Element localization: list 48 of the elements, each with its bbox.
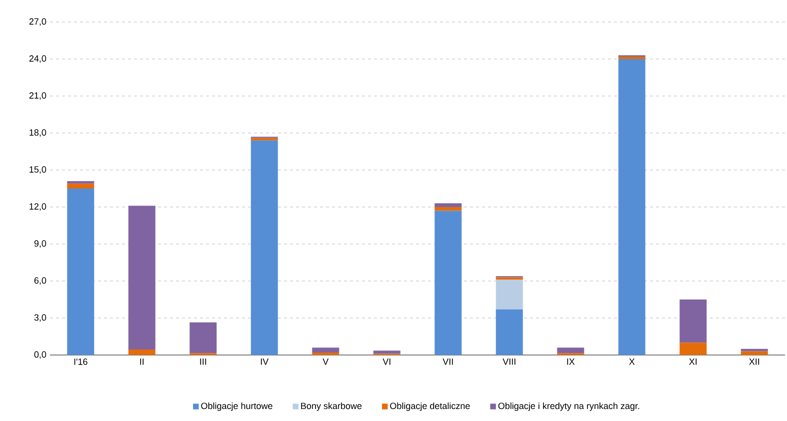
y-tick-label: 6,0 — [34, 277, 46, 285]
y-tick-label: 21,0 — [29, 92, 46, 100]
y-tick-label: 3,0 — [34, 314, 46, 322]
bar — [740, 351, 768, 355]
bar — [434, 203, 462, 207]
bar — [434, 210, 462, 355]
y-tick-label: 0,0 — [34, 351, 46, 359]
x-tick-label: XII — [749, 358, 760, 365]
x-tick-label: III — [200, 358, 206, 365]
legend-label: Obligacje detaliczne — [390, 402, 470, 411]
bar — [373, 350, 400, 354]
x-tick-label: X — [629, 358, 635, 365]
bar — [618, 59, 646, 355]
x-tick-label: VIII — [502, 358, 516, 365]
bar — [434, 207, 462, 211]
bar — [67, 188, 94, 355]
x-tick-label: XI — [689, 358, 697, 365]
bar — [128, 349, 156, 355]
bar — [250, 138, 278, 140]
bar — [496, 277, 523, 280]
y-tick-label: 15,0 — [30, 166, 46, 174]
x-tick-label: VII — [442, 358, 453, 365]
bar — [312, 348, 340, 353]
bar — [190, 322, 217, 354]
y-tick-label: 12,0 — [30, 203, 46, 211]
y-tick-label: 9,0 — [34, 240, 46, 248]
bar — [557, 348, 584, 354]
legend-label: Obligacje i kredyty na rynkach zagr. — [498, 402, 640, 411]
x-tick-label: IX — [567, 358, 575, 365]
bar — [128, 206, 156, 350]
x-tick-label: VI — [382, 358, 390, 365]
y-tick-label: 24,0 — [29, 55, 46, 63]
bar — [680, 300, 707, 343]
bar — [680, 342, 707, 355]
bar — [67, 184, 94, 188]
bar — [740, 348, 768, 352]
legend-label: Bony skarbowe — [301, 402, 362, 411]
bar — [496, 309, 523, 355]
x-tick-label: I'16 — [74, 358, 88, 365]
x-tick-label: II — [140, 358, 144, 365]
x-tick-label: IV — [260, 358, 269, 365]
x-tick-label: V — [322, 358, 329, 365]
bar — [496, 280, 523, 310]
bar — [250, 140, 278, 355]
y-tick-label: 18,0 — [30, 129, 46, 137]
legend-label: Obligacje hurtowe — [201, 402, 272, 411]
y-tick-label: 27,0 — [29, 18, 46, 26]
bar — [67, 181, 94, 184]
